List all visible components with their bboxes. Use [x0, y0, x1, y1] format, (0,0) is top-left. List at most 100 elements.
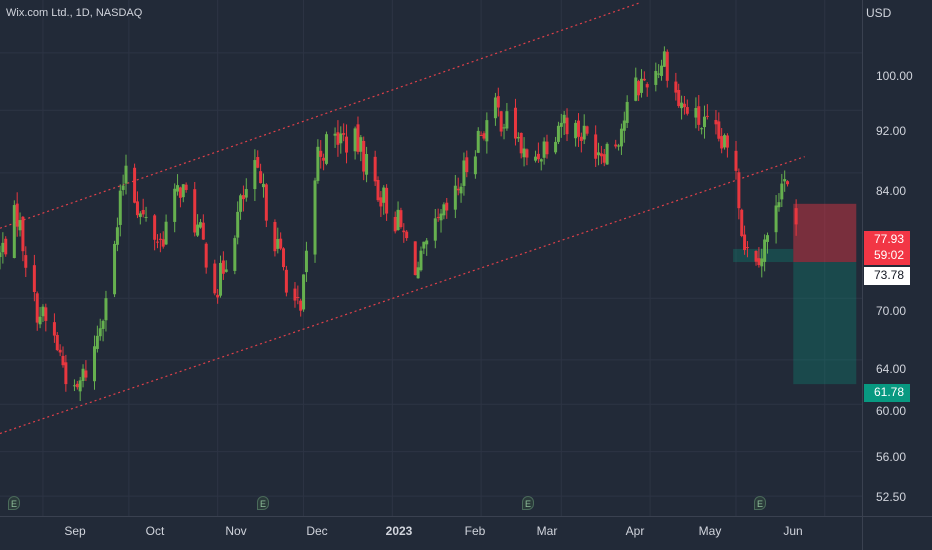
candle-body — [93, 346, 97, 382]
candle-body — [393, 216, 397, 232]
candle-body — [204, 243, 208, 268]
candle-body — [241, 195, 245, 200]
price-tick: 56.00 — [876, 450, 907, 464]
time-tick: Feb — [464, 524, 486, 538]
last-price-tag: 77.93 59:02 — [864, 231, 910, 265]
candle-body — [565, 117, 569, 135]
price-tick: 64.00 — [876, 362, 907, 376]
candle-body — [379, 197, 383, 207]
candle-body — [625, 101, 629, 123]
candle-body — [55, 334, 59, 351]
candle-body — [365, 154, 369, 175]
candle-body — [614, 144, 618, 147]
price-tick: 70.00 — [876, 304, 907, 318]
candle-body — [436, 216, 440, 218]
candle-body — [723, 135, 727, 148]
candle-body — [459, 186, 463, 194]
target-price-tag: 61.78 — [864, 384, 910, 402]
candle-body — [41, 306, 45, 317]
candle-body — [665, 51, 669, 81]
earnings-event-icon[interactable]: E — [522, 496, 534, 510]
candle-body — [534, 156, 538, 161]
candle-body — [221, 260, 225, 274]
time-tick: Dec — [306, 524, 328, 538]
candle-body — [113, 243, 117, 295]
time-tick: Apr — [625, 524, 645, 538]
candle-body — [599, 153, 603, 157]
candle-body — [253, 160, 257, 190]
candle-body — [476, 130, 480, 153]
candle-body — [78, 380, 82, 392]
earnings-event-icon[interactable]: E — [257, 496, 269, 510]
time-axis-divider — [0, 516, 932, 517]
candle-body — [780, 183, 784, 200]
candle-body — [236, 211, 240, 238]
candle-body — [516, 137, 520, 139]
candle-body — [196, 224, 200, 236]
candle-body — [0, 252, 2, 258]
candle-body — [717, 121, 721, 139]
candle-body — [219, 262, 223, 296]
candle-body — [216, 294, 220, 298]
candle-body — [385, 187, 389, 214]
candle-body — [15, 203, 19, 227]
candle-body — [164, 221, 168, 245]
candle-body — [21, 216, 25, 252]
candle-body — [316, 146, 320, 181]
candle-body — [333, 133, 337, 136]
candle-body — [273, 221, 277, 252]
candle-body — [339, 133, 343, 144]
candle-body — [256, 157, 260, 168]
candle-body — [502, 127, 506, 129]
candle-body — [539, 159, 543, 162]
candle-body — [356, 124, 360, 152]
candle-body — [783, 179, 787, 182]
candle-body — [293, 288, 297, 301]
grid — [0, 0, 862, 516]
candle-body — [84, 370, 88, 378]
earnings-event-icon[interactable]: E — [8, 496, 20, 510]
last-price: 77.93 — [874, 232, 905, 246]
candle-body — [705, 115, 709, 117]
candle-body — [473, 156, 477, 175]
upper-channel-line — [0, 2, 639, 229]
candle-body — [161, 239, 165, 247]
candle-body — [465, 157, 469, 173]
time-tick: May — [698, 524, 722, 538]
candle-body — [336, 132, 340, 145]
candle-body — [419, 250, 423, 271]
candle-body — [264, 184, 268, 221]
candle-body — [52, 322, 56, 336]
candle-body — [18, 220, 22, 231]
symbol-info: Wix.com Ltd., 1D, NASDAQ — [6, 7, 143, 19]
candle-body — [81, 368, 85, 382]
candle-body — [402, 230, 406, 233]
candle-body — [121, 185, 125, 190]
candle-body — [654, 70, 658, 85]
candle-body — [622, 120, 626, 131]
candle-body — [373, 156, 377, 182]
candle-body — [353, 128, 357, 152]
candle-body — [585, 126, 589, 134]
price-tick: 60.00 — [876, 404, 907, 418]
candle-body — [765, 235, 769, 242]
candle-body — [594, 134, 598, 159]
candle-body — [757, 258, 761, 266]
candle-body — [399, 210, 403, 228]
earnings-event-icon[interactable]: E — [754, 496, 766, 510]
candle-body — [12, 205, 16, 259]
candle-body — [296, 296, 300, 298]
candle-body — [485, 120, 489, 142]
candle-body — [118, 190, 122, 225]
candle-body — [302, 274, 306, 310]
candle-body — [602, 154, 606, 163]
candle-body — [259, 171, 263, 184]
time-tick: Mar — [536, 524, 558, 538]
candle-body — [493, 97, 497, 119]
candle-body — [442, 204, 446, 216]
lower-channel-line — [0, 156, 805, 435]
price-tick: 100.00 — [876, 69, 913, 83]
candle-body — [574, 122, 578, 139]
candle-body — [505, 111, 509, 129]
